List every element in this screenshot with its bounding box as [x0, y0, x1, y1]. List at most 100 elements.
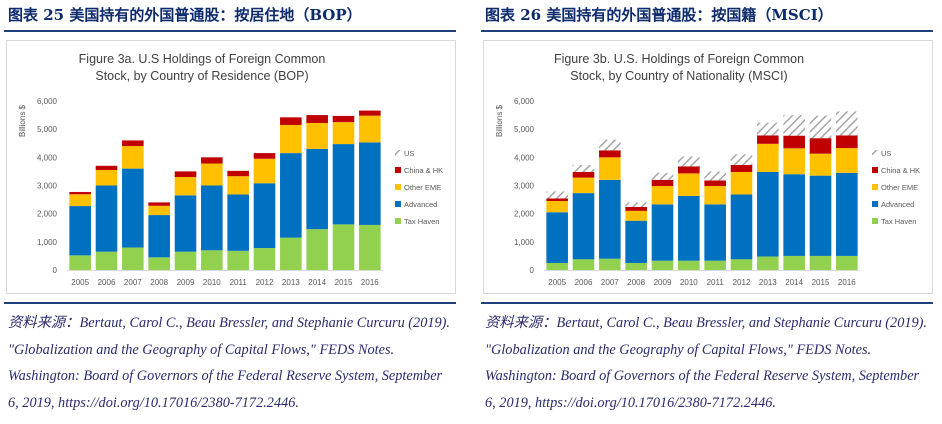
legend-swatch-advanced [872, 201, 878, 207]
bar-segment-tax-haven-2015 [332, 224, 355, 270]
bar-chart: Billions $ 0 1,000 2,000 3,000 4,000 5,000 6,00… [495, 97, 920, 287]
bar-segment-china-hk-2008 [148, 202, 170, 206]
bar-segment-tax-haven-2005 [69, 255, 91, 270]
figure-panel-25: 图表 25 美国持有的外国普通股：按居住地（BOP） Billions $ 0 1,… [0, 0, 460, 424]
bar-segment-other-eme-2015 [809, 153, 832, 176]
source-divider [481, 302, 933, 304]
bar-segment-china-hk-2007 [122, 140, 144, 147]
bar-segment-advanced-2012 [253, 183, 276, 249]
legend-label: Other EME [881, 183, 918, 192]
legend-swatch-china-hk [395, 167, 401, 173]
bar-segment-china-hk-2009 [651, 179, 674, 187]
bar-segment-other-eme-2006 [95, 170, 118, 186]
bar-segment-us-hatch-2011 [704, 171, 726, 181]
bar-segment-other-eme-2008 [148, 205, 170, 216]
bar-segment-tax-haven-2012 [253, 248, 276, 270]
bar-segment-advanced-2006 [572, 193, 595, 260]
legend-swatch-tax-haven [872, 218, 878, 224]
bar-segment-china-hk-2008 [625, 206, 647, 211]
bar-segment-tax-haven-2013 [757, 256, 779, 270]
bar-segment-china-hk-2005 [546, 198, 568, 201]
source-note: 资料来源：Bertaut, Carol C., Beau Bressler, a… [485, 315, 927, 411]
bar-segment-other-eme-2009 [174, 177, 197, 196]
x-tick-label: 2012 [256, 278, 274, 287]
bar-segment-china-hk-2010 [201, 157, 223, 164]
bar-segment-china-hk-2015 [332, 115, 355, 123]
bar-segment-tax-haven-2005 [546, 262, 568, 270]
bar-segment-tax-haven-2014 [306, 229, 328, 270]
bar-segment-china-hk-2009 [174, 171, 197, 178]
y-tick-label: 4,000 [514, 153, 535, 162]
bar-segment-advanced-2011 [227, 194, 249, 251]
x-tick-label: 2009 [177, 278, 195, 287]
legend-label: Advanced [881, 200, 914, 209]
bar-segment-tax-haven-2006 [95, 251, 118, 270]
bar-segment-other-eme-2010 [678, 173, 700, 196]
x-tick-label: 2012 [733, 278, 751, 287]
bar-segment-tax-haven-2016 [836, 255, 858, 270]
legend-label: China & HK [881, 166, 920, 175]
bar-segment-advanced-2005 [69, 206, 91, 256]
y-axis-label: Billions $ [495, 104, 504, 137]
legend-label: US [881, 149, 891, 158]
x-tick-label: 2005 [548, 278, 566, 287]
bar-segment-china-hk-2013 [280, 117, 302, 125]
chart-title-line2: Stock, by Country of Residence (BOP) [95, 69, 309, 83]
bar-segment-advanced-2008 [625, 220, 647, 263]
bar-segment-other-eme-2010 [201, 163, 223, 186]
bar-segment-tax-haven-2008 [625, 262, 647, 270]
bar-segment-advanced-2013 [280, 153, 302, 238]
x-tick-label: 2009 [654, 278, 672, 287]
x-tick-label: 2015 [812, 278, 830, 287]
bar-segment-us-hatch-2008 [625, 202, 647, 207]
bar-segment-advanced-2009 [174, 195, 197, 252]
bar-segment-other-eme-2006 [572, 177, 595, 194]
x-tick-label: 2011 [707, 278, 725, 287]
bar-segment-tax-haven-2007 [122, 247, 144, 270]
bar-segment-advanced-2005 [546, 212, 568, 263]
y-tick-label: 6,000 [514, 97, 535, 106]
y-tick-label: 1,000 [37, 238, 58, 247]
bar-segment-advanced-2012 [730, 194, 753, 260]
bar-segment-china-hk-2014 [783, 135, 805, 149]
x-tick-label: 2015 [335, 278, 353, 287]
legend-label: US [404, 149, 414, 158]
legend-swatch-tax-haven [395, 218, 401, 224]
bar-segment-china-hk-2010 [678, 166, 700, 174]
bar-segment-china-hk-2013 [757, 135, 779, 144]
figure-header: 图表 25 美国持有的外国普通股：按居住地（BOP） [8, 6, 362, 24]
bar-segment-us-hatch-2005 [546, 191, 568, 199]
x-tick-label: 2010 [680, 278, 698, 287]
chart-container: Billions $ 0 1,000 2,000 3,000 4,000 5,000 6,00… [6, 40, 456, 294]
bar-segment-tax-haven-2008 [148, 257, 170, 270]
bar-segment-other-eme-2012 [253, 158, 276, 184]
x-tick-label: 2010 [203, 278, 221, 287]
bar-segment-advanced-2010 [678, 195, 700, 261]
bar-segment-other-eme-2011 [704, 186, 726, 205]
bar-segment-tax-haven-2015 [809, 255, 832, 270]
y-tick-label: 4,000 [37, 153, 58, 162]
header-divider [481, 30, 933, 32]
bar-segment-tax-haven-2013 [280, 237, 302, 270]
y-tick-label: 5,000 [514, 125, 535, 134]
bar-segment-us-hatch-2009 [651, 172, 674, 180]
legend-label: Tax Haven [881, 217, 916, 226]
legend-label: Other EME [404, 183, 441, 192]
y-tick-label: 1,000 [514, 238, 535, 247]
chart-title: Figure 3b. U.S. Holdings of Foreign Comm… [484, 51, 874, 85]
bar-segment-china-hk-2007 [599, 150, 621, 158]
bar-segment-china-hk-2014 [306, 115, 328, 123]
bar-segment-us-hatch-2015 [809, 115, 832, 139]
legend-swatch-us-hatch [872, 150, 878, 156]
bar-segment-advanced-2014 [783, 174, 805, 256]
bar-segment-tax-haven-2012 [730, 259, 753, 270]
bar-segment-other-eme-2011 [227, 176, 249, 195]
x-tick-label: 2016 [361, 278, 379, 287]
bar-segment-tax-haven-2016 [359, 224, 381, 270]
y-tick-label: 0 [53, 266, 58, 275]
legend-label: China & HK [404, 166, 443, 175]
figure-panel-26: 图表 26 美国持有的外国普通股：按国籍（MSCI） Billions $ 0 1,… [477, 0, 937, 424]
x-tick-label: 2006 [98, 278, 116, 287]
y-tick-label: 3,000 [514, 182, 535, 191]
bar-segment-advanced-2006 [95, 185, 118, 252]
